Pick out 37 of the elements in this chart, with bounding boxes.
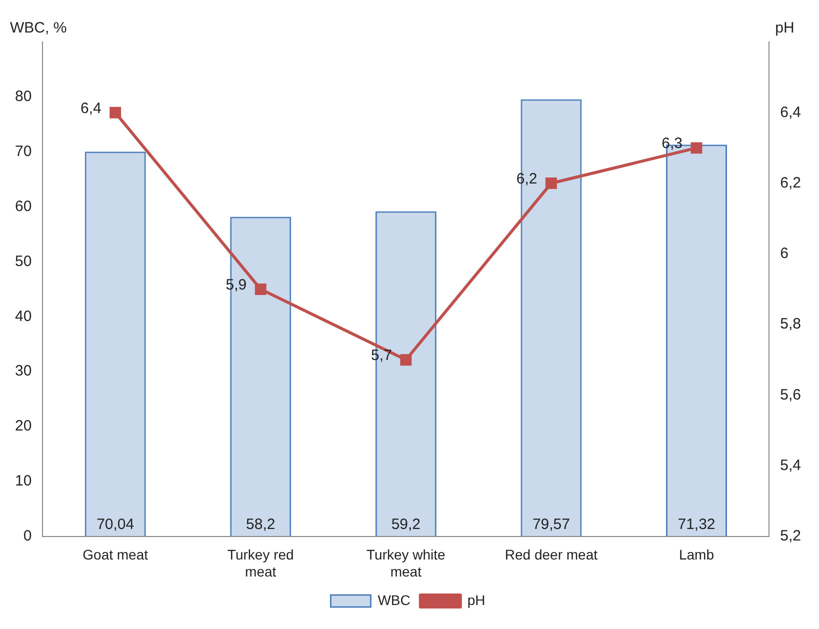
y2-tick-label: 5,2 bbox=[780, 528, 802, 545]
point bbox=[254, 283, 266, 295]
y2-tick-label: 6,2 bbox=[780, 174, 802, 192]
y2-tick-label: 5,4 bbox=[780, 456, 802, 474]
y2-tick-label: 6,4 bbox=[780, 104, 802, 121]
y-tick-label: 0 bbox=[23, 528, 32, 545]
y-tick-label: 50 bbox=[14, 252, 32, 270]
y2-axis-title: pH bbox=[775, 20, 794, 37]
point bbox=[690, 142, 702, 154]
bar bbox=[84, 152, 146, 536]
legend-label: WBC bbox=[378, 592, 410, 608]
data-label: 58,2 bbox=[246, 516, 276, 534]
x-tick-label: Red deer meat bbox=[504, 546, 598, 563]
x-tick-label: Lamb bbox=[678, 546, 714, 563]
data-label: 71,32 bbox=[678, 516, 716, 534]
y-tick-label: 40 bbox=[14, 308, 32, 325]
y-tick-label: 10 bbox=[14, 472, 32, 490]
point bbox=[110, 106, 122, 118]
data-label: 6,4 bbox=[80, 100, 102, 117]
x-tick-label: Turkey red meat bbox=[227, 546, 294, 580]
y2-tick-label: 5,6 bbox=[780, 386, 802, 404]
y2-tick-label: 5,8 bbox=[780, 316, 802, 333]
legend-label: pH bbox=[467, 592, 486, 608]
y2-tick-label: 6 bbox=[780, 245, 788, 262]
y-axis-title: WBC, % bbox=[10, 20, 67, 37]
data-label: 79,57 bbox=[532, 516, 570, 534]
y-tick-label: 80 bbox=[14, 88, 32, 106]
y-tick-label: 20 bbox=[14, 418, 32, 435]
x-tick-label: Turkey white meat bbox=[366, 546, 446, 580]
point bbox=[400, 354, 412, 366]
y-tick-label: 30 bbox=[14, 362, 32, 380]
x-tick-label: Goat meat bbox=[82, 546, 148, 563]
point bbox=[545, 178, 557, 189]
data-label: 70,04 bbox=[96, 516, 134, 534]
data-label: 59,2 bbox=[391, 516, 421, 534]
y-tick-label: 60 bbox=[14, 198, 32, 215]
y-tick-label: 70 bbox=[14, 143, 32, 160]
